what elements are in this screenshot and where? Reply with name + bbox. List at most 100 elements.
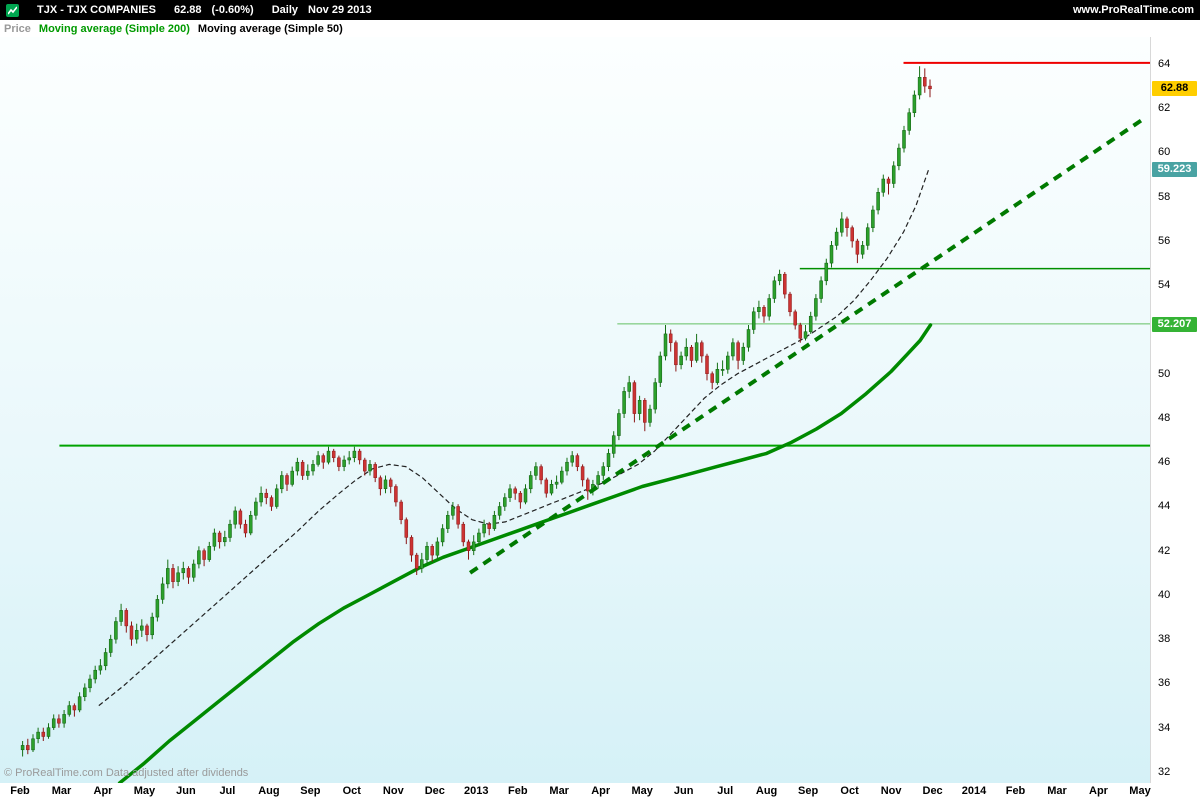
month-tick-label: May [631, 785, 653, 797]
month-tick-label: Oct [342, 785, 361, 797]
candle-body [290, 470, 294, 485]
quote-date: Nov 29 2013 [308, 4, 372, 16]
price-tick-label: 32 [1158, 766, 1171, 778]
candle-body [923, 77, 927, 87]
candle-body [321, 455, 326, 463]
month-tick-label: Mar [51, 785, 72, 797]
candle-body [705, 355, 709, 374]
candle-body [145, 625, 149, 635]
candle-body [269, 497, 274, 507]
month-tick-label: Mar [1047, 785, 1067, 797]
month-tick-label: Dec [424, 785, 445, 797]
month-tick-label: Dec [922, 785, 943, 797]
candle-body [20, 745, 25, 751]
chart-icon[interactable] [6, 3, 19, 17]
month-tick-label: Jun [673, 785, 694, 797]
price-tick-label: 54 [1158, 279, 1171, 291]
candle-body [342, 459, 346, 467]
candle-body [36, 731, 40, 739]
candle-body [72, 705, 77, 711]
candle-body [202, 550, 206, 560]
candle-body [435, 541, 440, 556]
candle-body [860, 245, 865, 255]
legend-price-label[interactable]: Price [4, 22, 31, 35]
candle-body [814, 298, 818, 317]
candle-body [243, 523, 248, 534]
sma50-line[interactable] [98, 170, 929, 707]
candle-body [482, 523, 486, 534]
price-chart-svg[interactable] [0, 37, 1150, 783]
month-tick-label: Apr [93, 785, 113, 797]
candle-body [917, 77, 922, 96]
month-tick-label: Sep [300, 785, 321, 797]
price-tick-label: 62 [1158, 102, 1171, 114]
candle-body [62, 714, 66, 724]
candle-body [171, 568, 175, 582]
month-tick-label: Feb [10, 785, 30, 797]
candle-body [865, 227, 870, 246]
candle-body [534, 466, 538, 476]
month-tick-label: Apr [591, 785, 611, 797]
candle-body [606, 453, 611, 467]
month-tick-label: Nov [880, 785, 902, 797]
trendline[interactable] [468, 115, 1148, 575]
candle-body [191, 563, 196, 578]
candle-body [720, 369, 725, 371]
candle-body [881, 178, 886, 193]
candle-body [601, 466, 606, 476]
legend-ma50-label[interactable]: Moving average (Simple 50) [197, 22, 343, 35]
candle-body [658, 355, 663, 383]
candle-body [731, 342, 735, 357]
candle-body [280, 475, 284, 490]
candle-body [726, 355, 730, 370]
candle-body [57, 718, 61, 724]
price-tick-label: 38 [1158, 633, 1171, 645]
month-tick-label: Jul [219, 785, 236, 797]
title-bar: TJX - TJX COMPANIES 62.88 (-0.60%) Daily… [0, 0, 1200, 20]
candle-body [456, 506, 460, 525]
candle-body [684, 346, 689, 357]
month-tick-label: Mar [549, 785, 569, 797]
candle-body [176, 572, 180, 582]
candle-body [88, 678, 92, 689]
candle-body [404, 519, 409, 538]
candle-body [928, 85, 932, 90]
sma200-line[interactable] [117, 323, 933, 783]
candle-body [871, 209, 875, 228]
candle-body [570, 455, 574, 463]
copyright-watermark: © ProRealTime.com Data adjusted after di… [4, 767, 249, 779]
candle-body [767, 298, 771, 317]
legend-ma200-label[interactable]: Moving average (Simple 200) [38, 22, 190, 35]
price-tick-label: 50 [1158, 368, 1171, 380]
month-tick-label: Feb [508, 785, 528, 797]
candle-body [150, 616, 154, 636]
candle-body [306, 470, 310, 476]
price-tick-label: 56 [1158, 235, 1171, 247]
candle-body [554, 481, 559, 485]
candle-body [565, 461, 569, 472]
candle-body [399, 501, 403, 520]
candle-body [762, 307, 766, 317]
candle-body [394, 486, 398, 503]
price-axis[interactable]: 646260585654525048464442403836343262.885… [1150, 37, 1200, 783]
candle-body [217, 532, 222, 543]
candle-body [902, 130, 906, 149]
candle-body [627, 382, 631, 392]
month-tick-label: Nov [382, 785, 404, 797]
month-tick-label: Jun [176, 785, 196, 797]
candle-body [503, 497, 507, 507]
time-axis[interactable]: Feb Mar Apr May Jun Jul Aug Sep Oct Nov Dec 2013 Feb… [0, 783, 1200, 800]
candle-body [285, 475, 289, 485]
candle-body [357, 450, 362, 461]
price-tick-label: 60 [1158, 146, 1171, 158]
candle-body [694, 342, 699, 361]
candle-body [549, 484, 554, 494]
candle-body [855, 240, 860, 255]
price-tick-label: 44 [1158, 500, 1171, 512]
candle-body [93, 669, 97, 680]
month-tick-label: Aug [258, 785, 280, 797]
candle-body [114, 621, 118, 640]
candle-body [368, 464, 372, 472]
candle-body [487, 523, 491, 529]
prorealtime-link[interactable]: www.ProRealTime.com [1072, 4, 1194, 16]
